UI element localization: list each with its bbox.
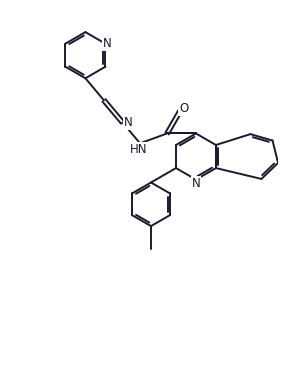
Text: O: O	[179, 102, 188, 115]
Text: N: N	[124, 116, 133, 129]
Text: N: N	[103, 37, 112, 50]
Text: HN: HN	[130, 142, 147, 156]
Text: N: N	[192, 177, 200, 190]
